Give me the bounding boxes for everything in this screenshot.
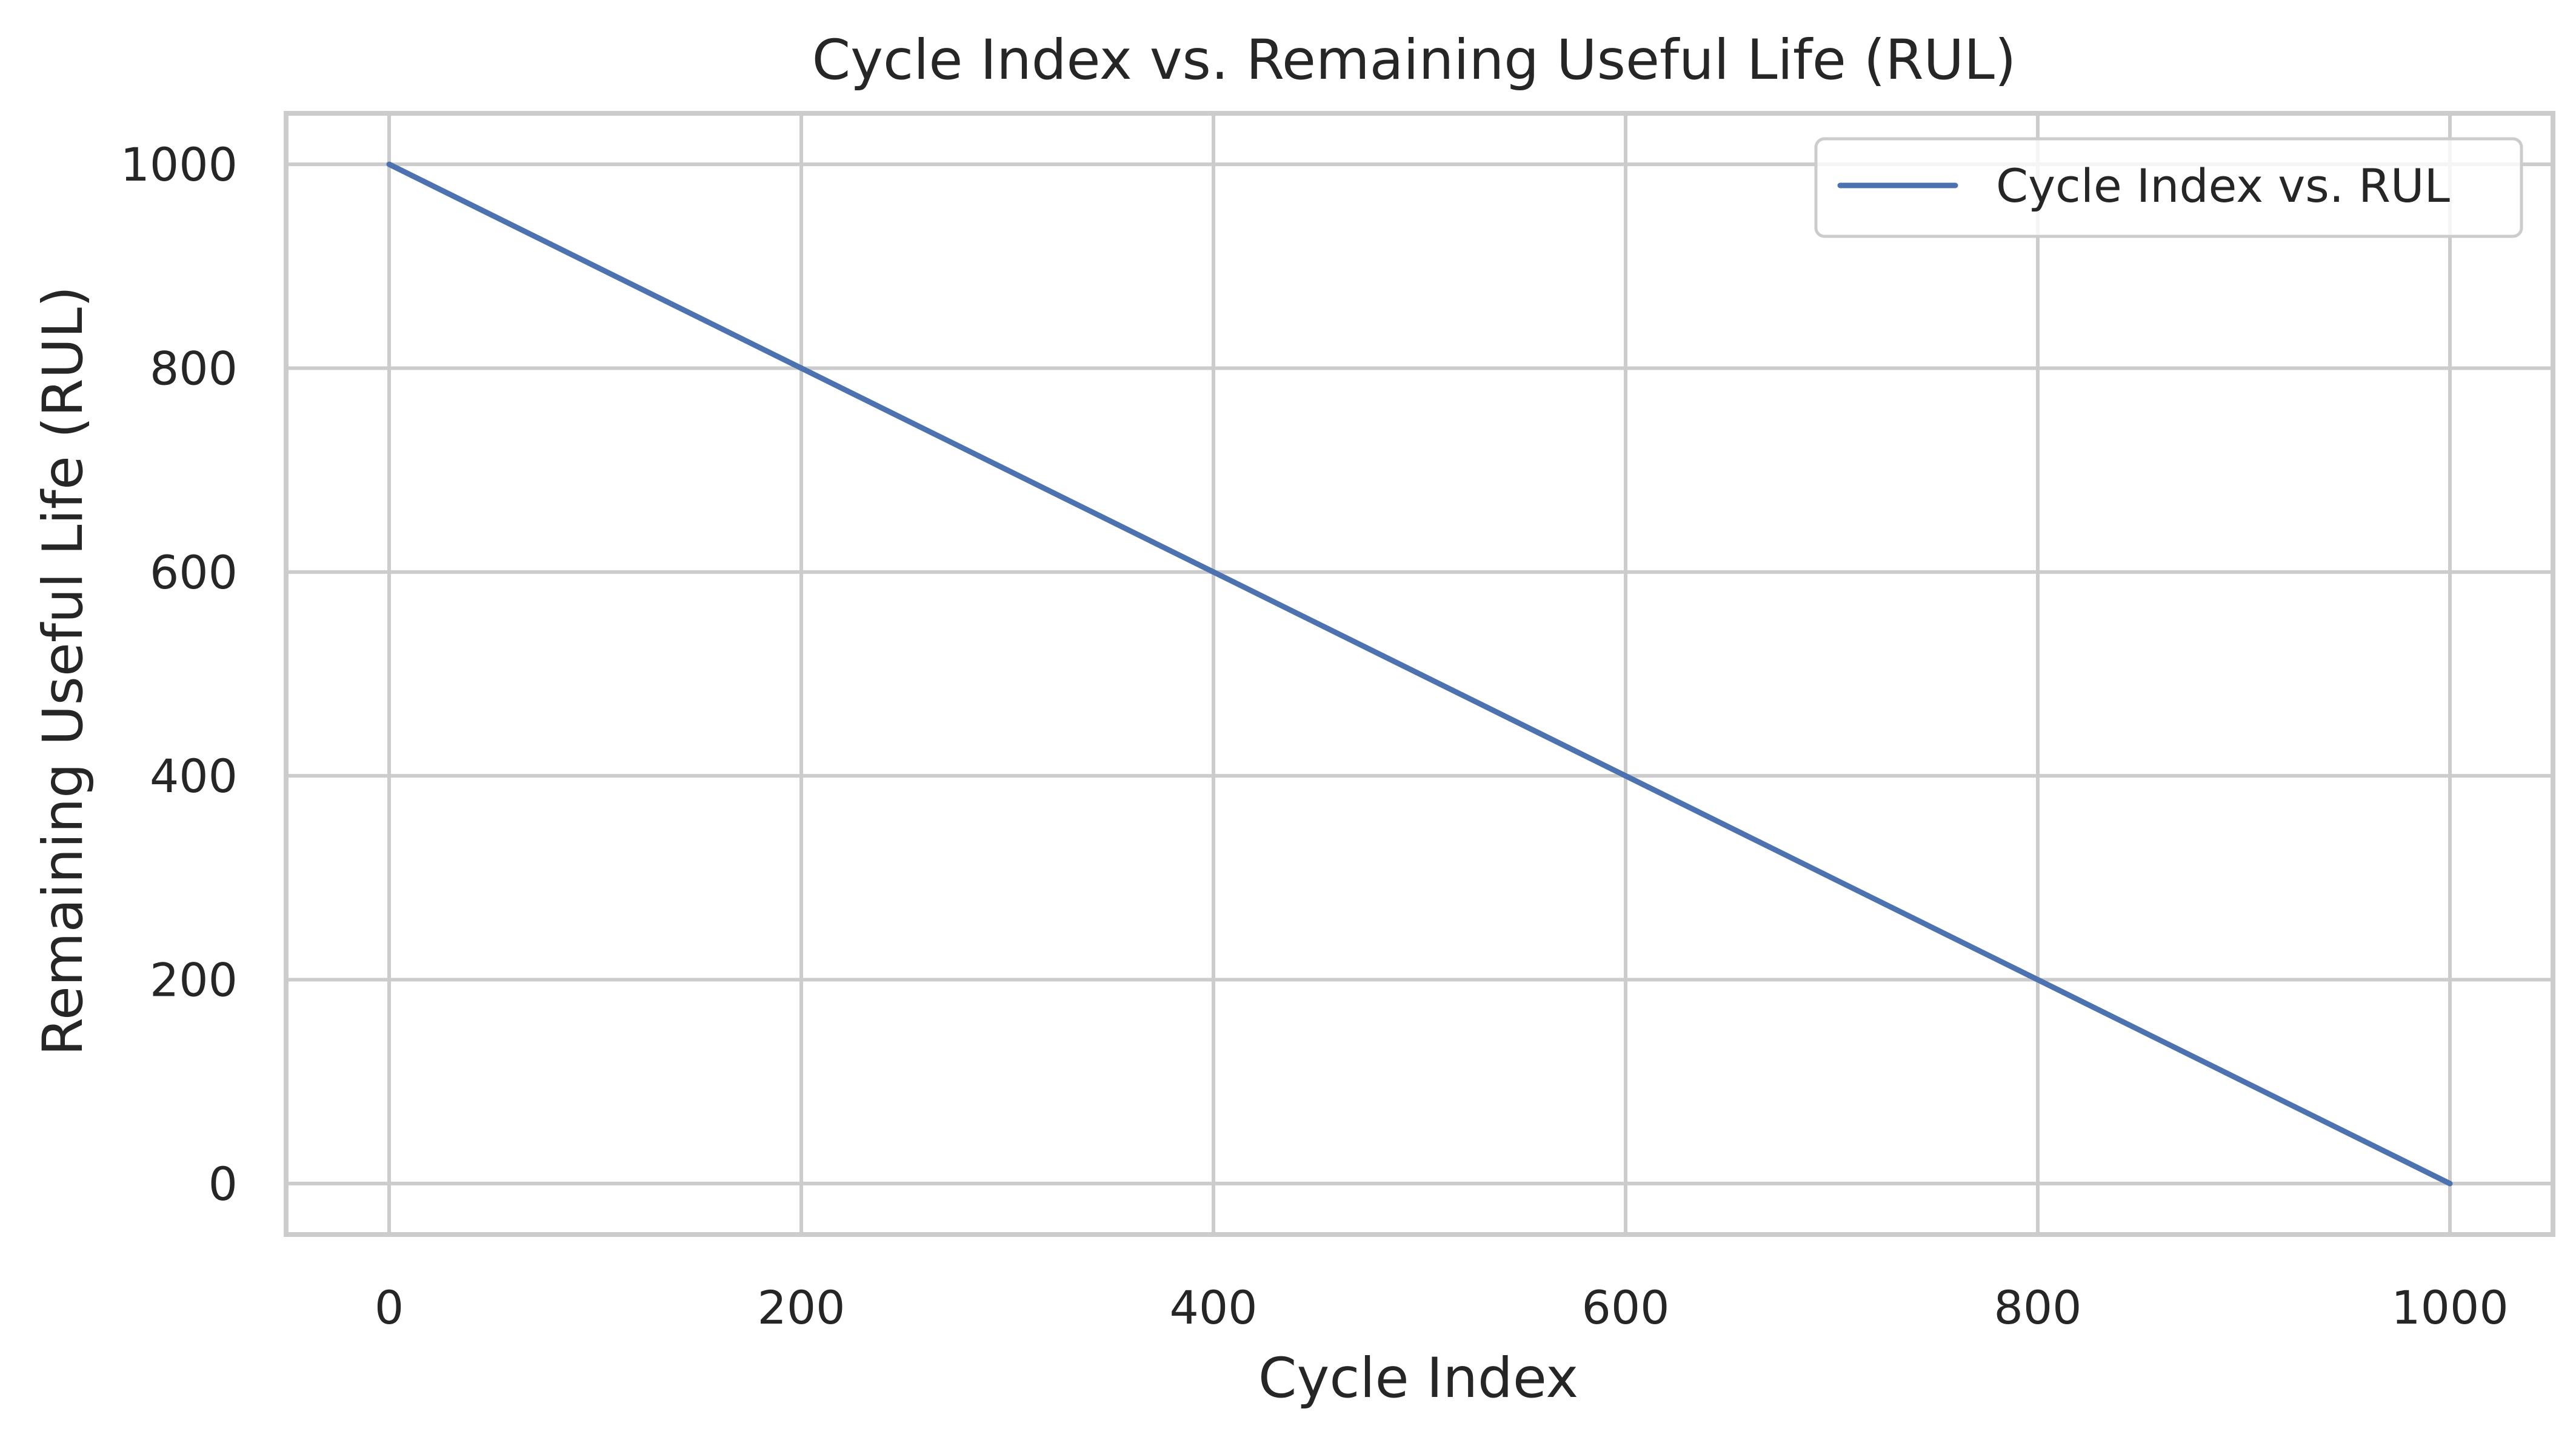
y-tick-label: 200 (150, 953, 238, 1007)
x-tick-label: 200 (757, 1281, 845, 1335)
legend: Cycle Index vs. RUL (1814, 137, 2523, 238)
y-axis-label: Remaining Useful Life (RUL) (32, 286, 95, 1056)
y-tick-label: 0 (209, 1157, 238, 1211)
series-line (386, 161, 2453, 1187)
x-tick-label: 600 (1581, 1281, 1669, 1335)
y-tick-label: 800 (150, 341, 238, 395)
chart-title: Cycle Index vs. Remaining Useful Life (R… (812, 28, 2017, 92)
y-tick-label: 600 (150, 545, 238, 599)
legend-label: Cycle Index vs. RUL (1996, 159, 2450, 213)
x-tick-label: 400 (1169, 1281, 1257, 1335)
x-tick-label: 0 (375, 1281, 404, 1335)
x-axis-ticks: 0 200 400 600 800 1000 (375, 1281, 2509, 1335)
legend-box (1814, 137, 2523, 238)
y-tick-label: 400 (150, 749, 238, 803)
x-tick-label: 800 (1994, 1281, 2081, 1335)
x-tick-label: 1000 (2391, 1281, 2508, 1335)
y-axis-ticks: 0 200 400 600 800 1000 (121, 138, 238, 1211)
y-tick-label: 1000 (121, 138, 238, 192)
plot-frame (284, 111, 2555, 1237)
grid-lines (286, 113, 2553, 1235)
x-axis-label: Cycle Index (1258, 1347, 1578, 1410)
series-layer (386, 161, 2453, 1187)
